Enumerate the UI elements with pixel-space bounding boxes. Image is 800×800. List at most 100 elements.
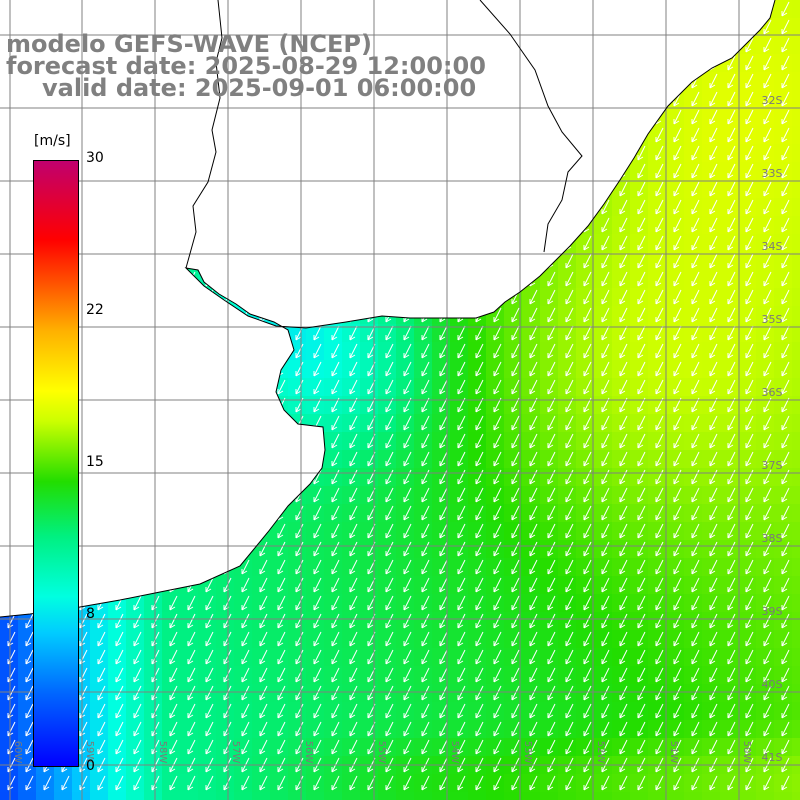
wind-arrow [457,703,466,719]
wind-arrow [295,145,304,161]
wind-arrow [421,109,430,125]
wind-arrow [295,433,304,449]
wind-arrow [673,559,682,575]
wind-arrow [745,73,754,89]
wind-arrow [349,523,358,539]
wind-arrow [25,433,34,449]
wind-arrow [421,181,430,197]
wind-arrow [745,649,754,665]
wind-arrow [133,469,142,485]
wind-arrow [493,307,502,323]
wind-arrow [691,703,700,719]
wind-arrow [475,235,484,251]
wind-arrow [97,631,106,647]
wind-arrow [619,217,628,233]
wind-arrow [709,379,718,395]
wind-arrow [331,343,340,359]
wind-arrow [313,361,322,377]
wind-arrow [241,595,250,611]
longitude-label: 57W [230,741,241,764]
wind-arrow [25,685,34,701]
wind-arrow [241,739,250,755]
wind-arrow [457,721,466,737]
wind-arrow [349,235,358,251]
wind-arrow [277,451,286,467]
wind-arrow [385,703,394,719]
wind-arrow [781,649,790,665]
wind-arrow [457,343,466,359]
wind-arrow [691,145,700,161]
wind-arrow [313,325,322,341]
wind-arrow [115,487,124,503]
wind-arrow [745,109,754,125]
wind-arrow [331,613,340,629]
wind-arrow [385,181,394,197]
wind-arrow [133,199,142,215]
wind-arrow [403,451,412,467]
wind-arrow [727,487,736,503]
wind-arrow [709,109,718,125]
wind-arrow [583,487,592,503]
wind-arrow [259,685,268,701]
wind-arrow [385,415,394,431]
wind-arrow [547,73,556,89]
wind-arrow [457,235,466,251]
wind-arrow [277,163,286,179]
wind-arrow [277,739,286,755]
wind-arrow [709,361,718,377]
wind-arrow [529,253,538,269]
wind-arrow [601,433,610,449]
coastline-line [0,0,776,618]
wind-arrow [709,775,718,791]
wind-arrow [439,433,448,449]
wind-arrow [205,307,214,323]
wind-arrow [781,19,790,35]
wind-arrow [439,451,448,467]
wind-arrow [259,613,268,629]
wind-arrow [637,703,646,719]
wind-arrow [709,343,718,359]
wind-arrow [547,163,556,179]
wind-arrow [655,739,664,755]
wind-arrow [763,325,772,341]
wind-arrow [529,343,538,359]
wind-arrow [439,577,448,593]
wind-arrow [475,127,484,143]
wind-arrow [205,217,214,233]
wind-arrow [205,451,214,467]
wind-arrow [385,343,394,359]
wind-arrow [259,469,268,485]
wind-arrow [673,451,682,467]
wind-arrow [115,325,124,341]
wind-arrow [547,235,556,251]
wind-arrow [673,325,682,341]
wind-arrow [115,271,124,287]
wind-arrow [421,433,430,449]
wind-arrow [763,577,772,593]
wind-arrow [709,1,718,17]
wind-arrow [583,307,592,323]
wind-arrow [637,199,646,215]
wind-arrow [655,253,664,269]
wind-arrow [619,595,628,611]
wind-arrow [727,73,736,89]
wind-arrow [763,775,772,791]
wind-arrow [133,721,142,737]
wind-arrow [349,541,358,557]
wind-arrow [547,325,556,341]
wind-arrow [241,217,250,233]
wind-arrow [691,307,700,323]
wind-arrow [115,541,124,557]
wind-arrow [7,451,16,467]
wind-arrow [565,577,574,593]
wind-arrow [313,667,322,683]
wind-arrow [313,595,322,611]
wind-arrow [25,361,34,377]
wind-arrow [187,487,196,503]
wind-arrow [115,253,124,269]
wind-arrow [619,37,628,53]
wind-arrow [565,775,574,791]
wind-arrow [691,541,700,557]
wind-arrow [619,55,628,71]
